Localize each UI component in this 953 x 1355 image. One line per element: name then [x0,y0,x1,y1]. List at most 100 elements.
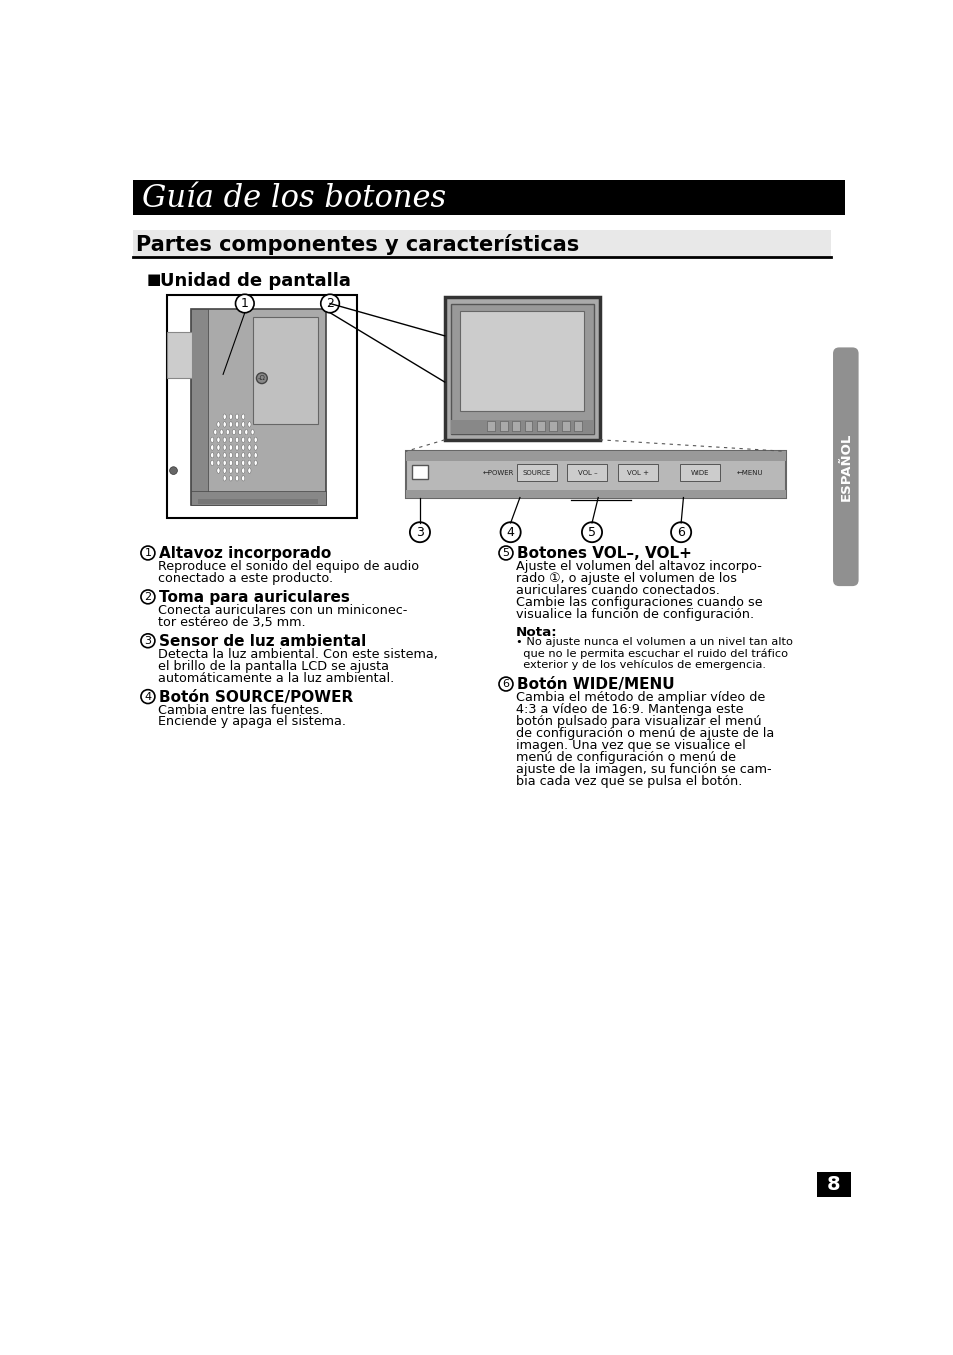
Bar [167,295,356,519]
Text: el brillo de la pantalla LCD se ajusta: el brillo de la pantalla LCD se ajusta [158,660,389,672]
Text: Botón SOURCE/POWER: Botón SOURCE/POWER [158,690,353,705]
Circle shape [410,522,430,542]
Text: ESPAÑOL: ESPAÑOL [839,432,851,501]
Text: ←MENU: ←MENU [736,470,762,476]
Bar [406,451,785,461]
Ellipse shape [253,461,257,466]
Ellipse shape [211,444,213,450]
Ellipse shape [223,467,226,473]
Text: 6: 6 [677,526,684,539]
Text: auriculares cuando conectados.: auriculares cuando conectados. [516,584,720,596]
Text: automáticamente a la luz ambiental.: automáticamente a la luz ambiental. [158,672,394,684]
Ellipse shape [241,438,245,443]
Text: Altavoz incorporado: Altavoz incorporado [158,546,331,561]
Ellipse shape [229,421,233,427]
Text: ■: ■ [146,272,161,287]
Circle shape [141,690,154,703]
Text: rado ①, o ajuste el volumen de los: rado ①, o ajuste el volumen de los [516,572,737,585]
Text: ajuste de la imagen, su función se cam-: ajuste de la imagen, su función se cam- [516,763,771,775]
Text: Botones VOL–, VOL+: Botones VOL–, VOL+ [517,546,691,561]
Text: 1: 1 [144,547,152,558]
Ellipse shape [248,438,251,443]
Ellipse shape [220,430,223,435]
Circle shape [581,522,601,542]
Ellipse shape [241,421,245,427]
Ellipse shape [235,444,238,450]
Ellipse shape [229,453,233,458]
Text: bia cada vez que se pulsa el botón.: bia cada vez que se pulsa el botón. [516,775,741,787]
Ellipse shape [216,438,220,443]
Text: Reproduce el sonido del equipo de audio: Reproduce el sonido del equipo de audio [158,560,418,573]
Circle shape [500,522,520,542]
Bar [167,332,192,378]
Text: Ajuste el volumen del altavoz incorpo-: Ajuste el volumen del altavoz incorpo- [516,560,761,573]
Text: 4: 4 [506,526,514,539]
Text: Conecta auriculares con un miniconec-: Conecta auriculares con un miniconec- [158,604,407,617]
Bar [191,492,326,505]
Circle shape [256,373,267,383]
Bar [537,421,544,431]
Ellipse shape [235,476,238,481]
Ellipse shape [235,438,238,443]
Ellipse shape [229,444,233,450]
Ellipse shape [253,438,257,443]
Bar [444,297,599,440]
Ellipse shape [229,476,233,481]
Bar [512,421,519,431]
Bar [617,463,658,481]
Ellipse shape [223,444,226,450]
Text: imagen. Una vez que se visualice el: imagen. Una vez que se visualice el [516,738,745,752]
Bar [487,421,495,431]
Text: 8: 8 [826,1175,840,1194]
Circle shape [498,546,513,560]
Text: VOL +: VOL + [626,470,648,476]
Ellipse shape [223,438,226,443]
Ellipse shape [229,438,233,443]
Bar [574,421,581,431]
Text: ←POWER: ←POWER [482,470,514,476]
Text: menú de configuración o menú de: menú de configuración o menú de [516,751,736,764]
Bar [816,1172,850,1196]
Bar [567,463,607,481]
Ellipse shape [253,444,257,450]
Text: visualice la función de configuración.: visualice la función de configuración. [516,607,754,621]
Ellipse shape [235,421,238,427]
Ellipse shape [248,444,251,450]
Ellipse shape [235,415,238,420]
Bar [451,304,593,434]
Bar [549,421,557,431]
Text: Guía de los botones: Guía de los botones [142,183,446,214]
Text: de configuración o menú de ajuste de la: de configuración o menú de ajuste de la [516,726,774,740]
Bar [191,309,208,505]
Ellipse shape [241,467,245,473]
Text: WIDE: WIDE [690,470,708,476]
Text: 1: 1 [240,297,249,310]
Text: Cambia entre las fuentes.: Cambia entre las fuentes. [158,703,323,717]
Ellipse shape [223,476,226,481]
Ellipse shape [251,430,253,435]
Bar [133,180,843,215]
Bar [198,499,318,504]
Ellipse shape [241,476,245,481]
Ellipse shape [235,453,238,458]
Ellipse shape [223,453,226,458]
Bar [679,463,720,481]
Text: 4: 4 [144,691,152,702]
Bar [561,421,569,431]
Ellipse shape [248,467,251,473]
Ellipse shape [241,415,245,420]
Text: -Ω: -Ω [257,375,266,381]
Ellipse shape [223,415,226,420]
Text: 3: 3 [416,526,423,539]
Ellipse shape [211,461,213,466]
Text: Sensor de luz ambiental: Sensor de luz ambiental [158,634,366,649]
Ellipse shape [216,467,220,473]
Bar [451,420,593,434]
Ellipse shape [235,467,238,473]
Ellipse shape [241,461,245,466]
Text: tor estéreo de 3,5 mm.: tor estéreo de 3,5 mm. [158,615,305,629]
Ellipse shape [216,444,220,450]
Circle shape [235,294,253,313]
FancyBboxPatch shape [832,347,858,587]
Ellipse shape [211,438,213,443]
